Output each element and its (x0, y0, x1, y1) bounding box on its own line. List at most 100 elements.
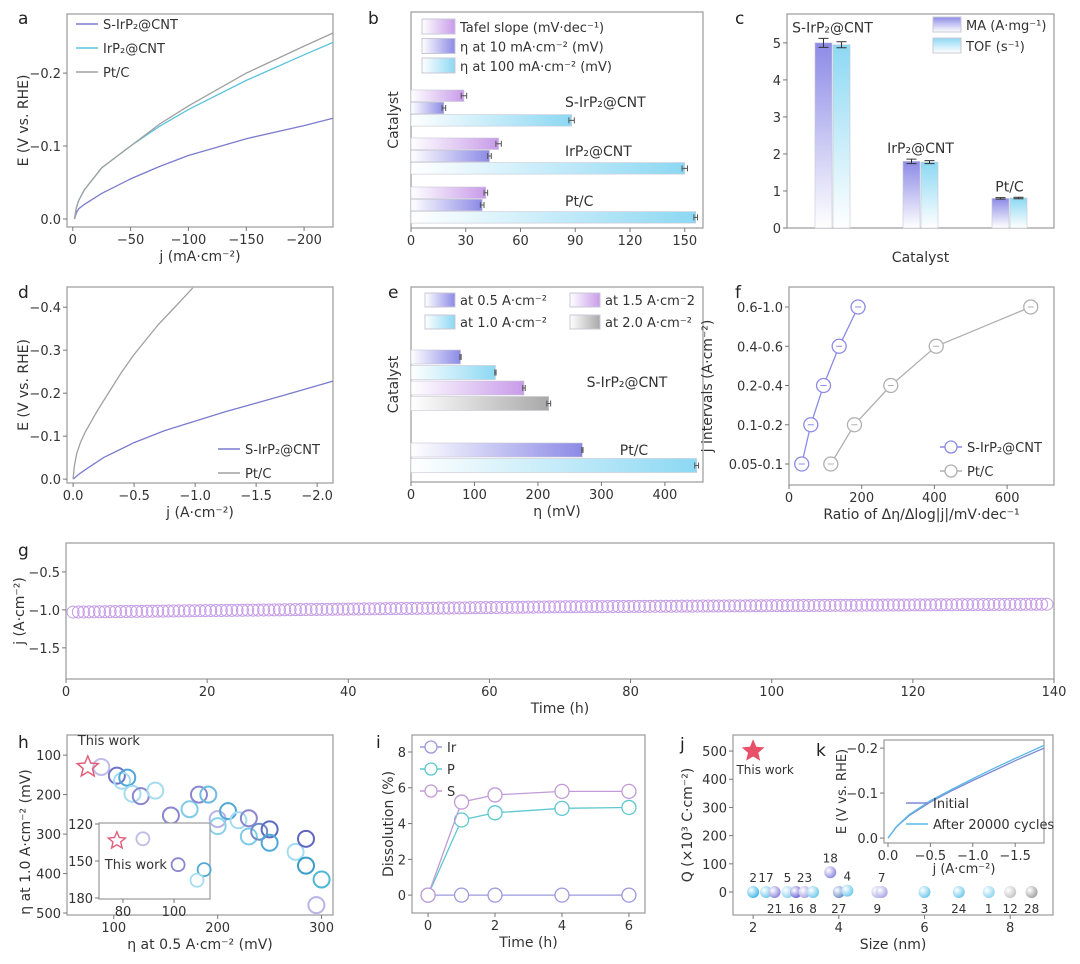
legend-swatch (932, 16, 962, 33)
x-tick-label: −1.0 (957, 849, 989, 864)
this-work-label: This work (104, 858, 168, 873)
category-label: IrP₂@CNT (887, 141, 954, 157)
legend-item: Pt/C (940, 464, 993, 480)
legend-swatch (421, 57, 456, 74)
data-point (881, 598, 895, 612)
data-point (251, 603, 265, 617)
y-axis-title: η at 1.0 A·cm⁻² (mV) (18, 769, 34, 915)
data-point (950, 598, 964, 612)
legend-item: η at 10 mA·cm⁻² (mV) (421, 38, 604, 56)
data-point (124, 604, 138, 618)
error-bar (479, 202, 485, 209)
data-point (590, 600, 604, 614)
legend-swatch (569, 292, 601, 308)
bar (1009, 197, 1028, 229)
data-point (812, 598, 826, 612)
data-point (849, 598, 863, 612)
data-point (939, 598, 953, 612)
data-point (196, 862, 212, 878)
data-point (373, 602, 387, 616)
data-point (966, 598, 980, 612)
data-point (286, 842, 305, 861)
data-point (260, 833, 279, 852)
x-axis-title: Time (h) (498, 935, 558, 951)
data-point (569, 600, 583, 614)
data-point (307, 896, 326, 915)
x-axis-title: η (mV) (533, 504, 580, 520)
data-point (876, 598, 890, 612)
data-point (239, 827, 258, 846)
point-label: 18 (823, 851, 838, 865)
data-point (558, 600, 572, 614)
x-tick-label: −0.5 (118, 489, 150, 504)
panel-a: 0 −50 −100 −150 −200 0.0 −0.1 −0.2 j (mA·cm⁻²) E … (16, 9, 334, 265)
data-point (1024, 597, 1038, 611)
data-point (934, 598, 948, 612)
data-point (288, 603, 302, 617)
data-point (312, 870, 331, 889)
data-point (574, 600, 588, 614)
data-point (87, 605, 101, 619)
data-point (487, 887, 503, 903)
data-point (871, 598, 885, 612)
data-point (775, 599, 789, 613)
x-axis-title: η at 0.5 A·cm⁻² (mV) (127, 937, 273, 953)
error-bar (568, 117, 575, 124)
y-tick-label: −0.4 (29, 301, 61, 316)
legend-item: at 1.0 A·cm⁻² (424, 314, 547, 331)
y-axis-title: j (A·cm⁻²) (12, 577, 28, 646)
data-point (659, 599, 673, 613)
data-point (193, 604, 207, 618)
data-point (952, 885, 965, 898)
data-point (839, 598, 853, 612)
y-tick-label: −0.2 (29, 387, 61, 402)
data-point (1004, 885, 1017, 898)
data-point (489, 601, 503, 615)
y-tick-label: 3 (773, 111, 781, 126)
bar (410, 162, 686, 175)
data-point (66, 605, 80, 619)
x-axis-title: j (A·cm⁻²) (932, 862, 996, 877)
data-point (886, 598, 900, 612)
legend-label: η at 10 mA·cm⁻² (mV) (460, 41, 604, 56)
legend-item: S (420, 784, 455, 800)
data-point (98, 605, 112, 619)
bar (410, 442, 583, 458)
y-tick-label: −1.5 (28, 642, 60, 657)
data-point (680, 599, 694, 613)
point-label: 24 (951, 902, 966, 916)
y-tick-label: 1 (773, 185, 781, 200)
data-point (918, 598, 932, 612)
y-axis-title: Dissolution (%) (381, 771, 397, 877)
x-tick-label: −100 (171, 233, 207, 248)
data-point (627, 599, 641, 613)
legend-label: IrP₂@CNT (103, 42, 165, 57)
legend-label: Pt/C (245, 467, 271, 482)
panel-h: 100 200 300 100 200 300 400 500 η at 0.5 A·cm⁻² … (18, 733, 334, 953)
data-point (161, 604, 175, 618)
y-tick-label: −0.5 (28, 566, 60, 581)
data-point (123, 784, 142, 803)
x-tick-label: 150 (672, 234, 697, 249)
panel-label: c (735, 9, 744, 29)
error-bar (924, 160, 935, 165)
data-point (654, 599, 668, 613)
y-axis-title: j intervals (A·cm⁻²) (700, 320, 716, 454)
error-bar (681, 165, 688, 172)
data-point (325, 602, 339, 616)
bar (410, 137, 499, 150)
x-tick-label: 2 (749, 921, 757, 936)
data-point (452, 601, 466, 615)
data-point (987, 597, 1001, 611)
data-point (189, 872, 205, 888)
data-point (183, 604, 196, 618)
legend-item: S-IrP₂@CNT (218, 443, 320, 458)
data-point (180, 800, 199, 819)
x-tick-label: 30 (457, 234, 474, 249)
legend-marker (944, 464, 958, 478)
x-tick-label: −50 (117, 233, 144, 248)
data-point (770, 599, 784, 613)
bar (832, 44, 851, 229)
error-bar (460, 92, 468, 99)
point-label: 3 (921, 902, 929, 916)
